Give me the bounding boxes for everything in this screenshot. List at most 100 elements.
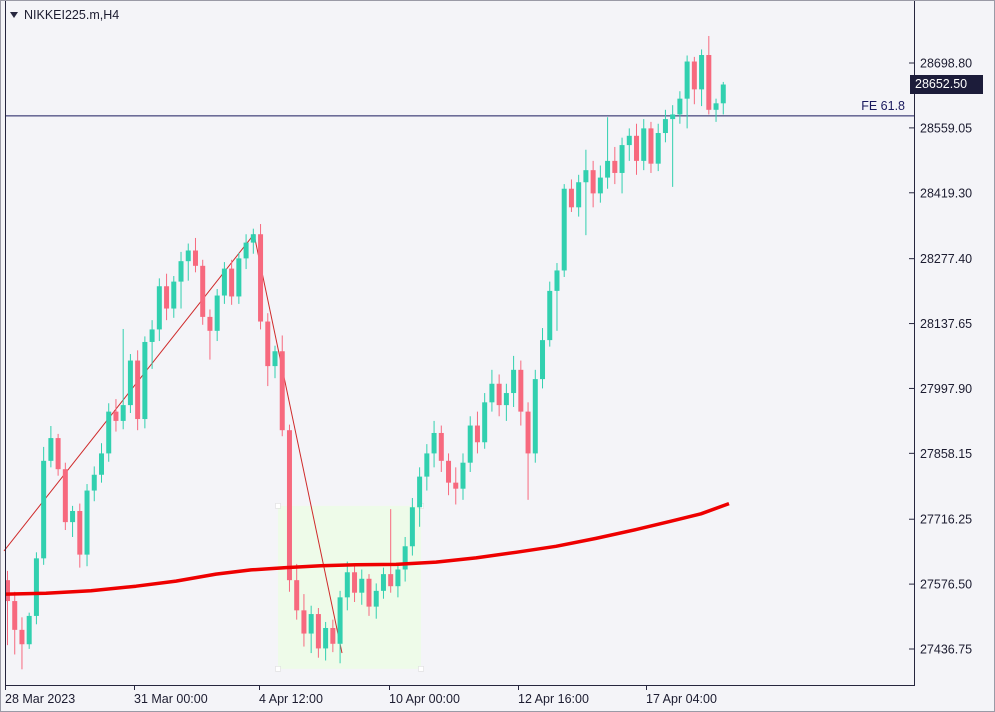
candle-up <box>532 369 538 463</box>
candle-up <box>178 251 184 309</box>
candle-up <box>250 228 256 254</box>
candle-up <box>417 467 423 527</box>
candle-down <box>62 462 68 531</box>
y-axis-tick-label: 28419.30 <box>920 186 972 200</box>
candle-down <box>648 121 654 173</box>
candle-down <box>135 350 141 431</box>
candle-up <box>409 497 415 556</box>
candle-down <box>294 563 300 620</box>
candle-down <box>474 411 480 454</box>
candle-down <box>265 313 271 387</box>
candle-down <box>691 56 697 105</box>
y-axis-tick-label: 27858.15 <box>920 447 972 461</box>
candle-down <box>5 570 10 646</box>
selection-handle[interactable] <box>275 503 281 509</box>
candle-down <box>438 425 444 472</box>
candle-up <box>26 612 32 649</box>
candle-down <box>77 503 83 568</box>
candle-up <box>323 621 329 661</box>
candle-down <box>525 402 531 500</box>
candle-down <box>453 467 459 505</box>
ma-line[interactable] <box>5 501 730 596</box>
selection-handle[interactable] <box>418 666 424 672</box>
y-axis-tick-label: 27997.90 <box>920 382 972 396</box>
candle-down <box>301 594 307 647</box>
y-axis-tick-label: 27436.75 <box>920 643 972 657</box>
candle-down <box>518 360 524 426</box>
candle-up <box>120 328 126 430</box>
candle-down <box>286 424 292 592</box>
candle-down <box>279 335 285 437</box>
symbol-label: NIKKEI225.m,H4 <box>24 8 120 22</box>
y-axis-tick-label: 28698.80 <box>920 57 972 71</box>
candle-up <box>337 590 343 664</box>
candle-up <box>48 426 54 468</box>
candle-down <box>113 399 119 432</box>
candle-up <box>605 117 611 189</box>
candle-up <box>503 383 509 421</box>
candles <box>5 35 726 670</box>
candle-up <box>185 243 191 281</box>
candle-down <box>55 433 61 476</box>
candle-up <box>561 184 567 277</box>
candle-up <box>713 98 719 122</box>
candle-up <box>91 466 97 502</box>
candle-up <box>511 355 517 407</box>
candle-up <box>699 49 705 107</box>
y-axis-tick-label: 28559.05 <box>920 121 972 135</box>
candle-up <box>243 234 249 270</box>
symbol-dropdown-icon[interactable] <box>10 12 18 18</box>
candle-up <box>156 278 162 342</box>
candle-down <box>388 509 394 593</box>
candle-up <box>214 289 220 342</box>
candle-down <box>706 35 712 115</box>
candle-down <box>568 179 574 212</box>
candle-down <box>366 574 372 616</box>
candle-up <box>619 137 625 194</box>
candle-down <box>352 564 358 602</box>
candle-up <box>576 174 582 217</box>
candle-up <box>98 443 104 483</box>
x-axis-tick-label: 12 Apr 16:00 <box>518 692 589 706</box>
candle-up <box>482 393 488 449</box>
candle-up <box>395 562 401 598</box>
candle-up <box>431 420 437 468</box>
candle-up <box>70 505 76 537</box>
x-axis-tick-label: 28 Mar 2023 <box>5 692 75 706</box>
candle-down <box>164 273 170 321</box>
candle-up <box>540 328 546 389</box>
y-axis-tick-label: 28277.40 <box>920 252 972 266</box>
candle-up <box>149 320 155 369</box>
candle-up <box>626 128 632 161</box>
candle-up <box>272 345 278 379</box>
x-axis-tick-label: 17 Apr 04:00 <box>646 692 717 706</box>
candle-down <box>200 259 206 325</box>
candle-up <box>547 281 553 347</box>
candle-up <box>655 123 661 172</box>
trendline-2[interactable] <box>253 234 343 654</box>
candle-up <box>597 165 603 203</box>
candle-up <box>402 536 408 582</box>
candle-up <box>641 119 647 171</box>
candle-down <box>330 619 336 653</box>
candle-down <box>496 374 502 417</box>
y-axis-tick-label: 27576.50 <box>920 578 972 592</box>
candle-up <box>373 583 379 619</box>
candle-up <box>344 561 350 611</box>
x-axis-tick-label: 4 Apr 12:00 <box>259 692 323 706</box>
candle-down <box>207 309 213 360</box>
symbol-selector[interactable]: NIKKEI225.m,H4 <box>10 8 119 22</box>
candle-down <box>192 237 198 273</box>
candle-up <box>221 262 227 304</box>
candle-down <box>258 224 264 330</box>
candle-down <box>634 123 640 175</box>
candle-up <box>554 263 560 331</box>
candle-up <box>171 276 177 318</box>
candle-up <box>583 149 589 236</box>
y-axis-tick-label: 28137.65 <box>920 317 972 331</box>
current-price-box: 28652.50 <box>910 74 983 94</box>
candle-down <box>612 146 618 185</box>
selection-handle[interactable] <box>275 666 281 672</box>
